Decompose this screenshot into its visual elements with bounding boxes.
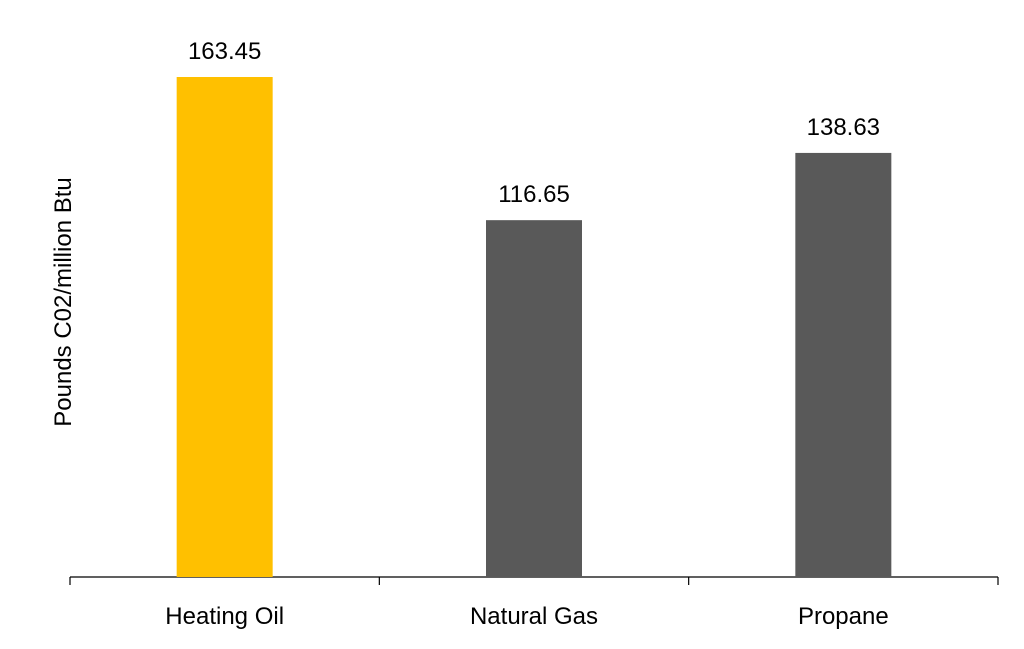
bar-propane [795,152,892,577]
y-axis-title: Pounds C02/million Btu [50,177,77,426]
data-label: 116.65 [498,181,570,208]
x-tick-label: Natural Gas [470,603,598,630]
data-label: 163.45 [188,38,261,65]
x-tick-labels: Heating Oil Natural Gas Propane [165,603,888,630]
x-axis-ticks [69,577,999,585]
x-tick-label: Heating Oil [165,603,284,630]
x-tick-label: Propane [798,603,889,630]
data-label: 138.63 [807,114,880,141]
bars [176,77,892,578]
bar-heating-oil [176,77,273,577]
data-labels: 163.45 116.65 138.63 [188,38,880,208]
bar-natural-gas [486,220,582,578]
